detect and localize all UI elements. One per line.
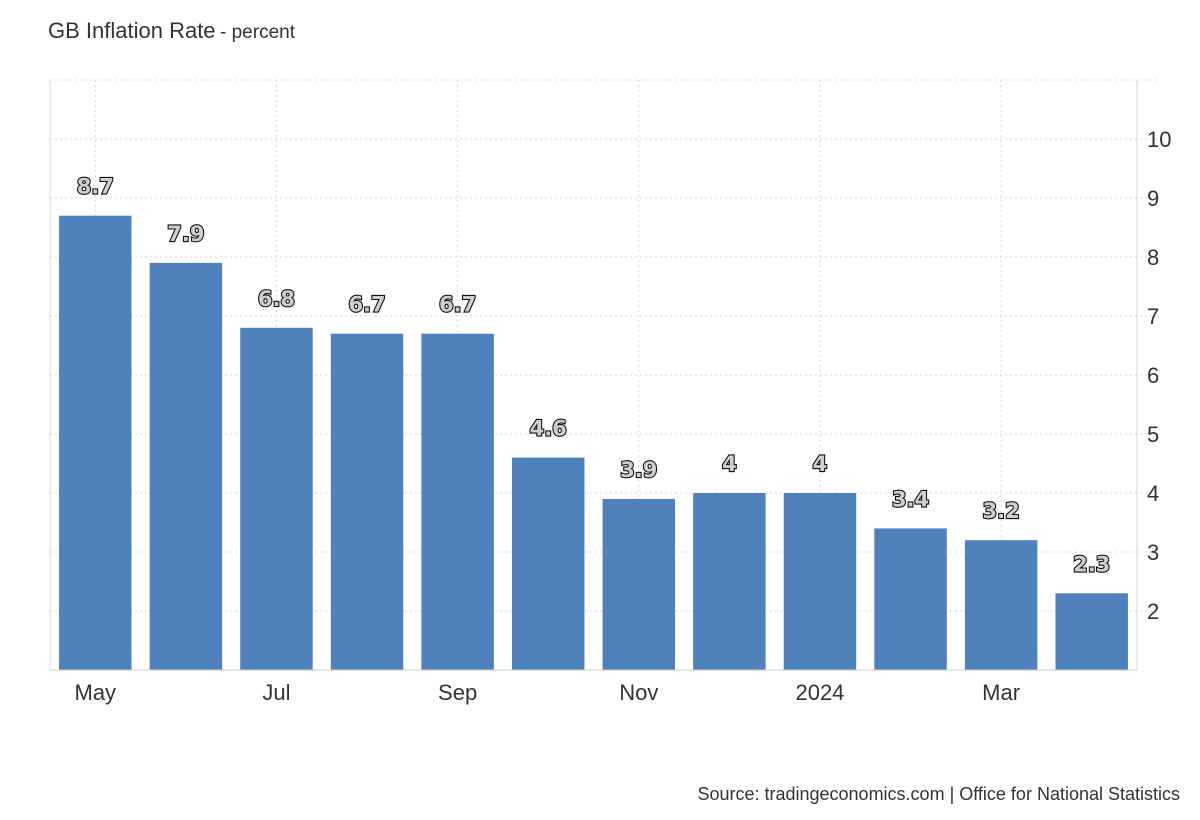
bar[interactable] bbox=[1055, 593, 1128, 670]
y-tick-label: 10 bbox=[1147, 127, 1171, 152]
y-tick-label: 5 bbox=[1147, 422, 1159, 447]
bar[interactable] bbox=[874, 528, 947, 670]
x-tick-label: 2024 bbox=[795, 680, 844, 705]
y-tick-label: 2 bbox=[1147, 599, 1159, 624]
x-tick-label: Nov bbox=[619, 680, 658, 705]
y-axis: 2 3 4 5 6 7 8 9 10 bbox=[1147, 127, 1171, 624]
bar[interactable] bbox=[149, 262, 223, 670]
bar[interactable] bbox=[330, 333, 404, 670]
data-labels: 8.7 7.9 6.8 6.7 6.7 4.6 3.9 4 4 3.4 3.2 2.3 bbox=[76, 174, 1112, 578]
x-tick-label: Jul bbox=[262, 680, 290, 705]
data-label: 7.9 bbox=[167, 222, 204, 246]
bar[interactable] bbox=[240, 327, 313, 670]
chart-title: GB Inflation Rate bbox=[48, 18, 216, 43]
x-axis: May Jul Sep Nov 2024 Mar bbox=[50, 669, 1137, 705]
bar[interactable] bbox=[964, 540, 1038, 670]
y-tick-label: 8 bbox=[1147, 245, 1159, 270]
bar[interactable] bbox=[511, 457, 585, 670]
data-label: 8.7 bbox=[77, 175, 114, 199]
data-label: 6.7 bbox=[439, 293, 476, 317]
data-label: 3.4 bbox=[892, 487, 929, 511]
data-label: 3.9 bbox=[620, 458, 657, 482]
data-label: 2.3 bbox=[1073, 552, 1110, 576]
bar[interactable] bbox=[59, 215, 132, 670]
chart-unit: - percent bbox=[220, 22, 295, 43]
bars bbox=[59, 215, 1128, 670]
y-tick-label: 7 bbox=[1147, 304, 1159, 329]
y-tick-label: 4 bbox=[1147, 481, 1159, 506]
x-tick-label: Sep bbox=[438, 680, 477, 705]
source-note: Source: tradingeconomics.com | Office fo… bbox=[697, 784, 1180, 804]
y-tick-label: 3 bbox=[1147, 540, 1159, 565]
bar[interactable] bbox=[693, 493, 766, 670]
data-label: 4 bbox=[722, 452, 737, 476]
x-tick-label: May bbox=[75, 680, 117, 705]
data-label: 4.6 bbox=[530, 417, 567, 441]
bar[interactable] bbox=[421, 333, 494, 670]
bar[interactable] bbox=[783, 493, 857, 670]
data-label: 3.2 bbox=[983, 499, 1020, 523]
x-tick-label: Mar bbox=[982, 680, 1020, 705]
data-label: 4 bbox=[813, 452, 828, 476]
y-tick-label: 9 bbox=[1147, 186, 1159, 211]
bar[interactable] bbox=[602, 498, 676, 670]
y-tick-label: 6 bbox=[1147, 363, 1159, 388]
data-label: 6.7 bbox=[348, 293, 385, 317]
chart-title-row: GB Inflation Rate - percent bbox=[48, 18, 295, 44]
data-label: 6.8 bbox=[258, 287, 295, 311]
